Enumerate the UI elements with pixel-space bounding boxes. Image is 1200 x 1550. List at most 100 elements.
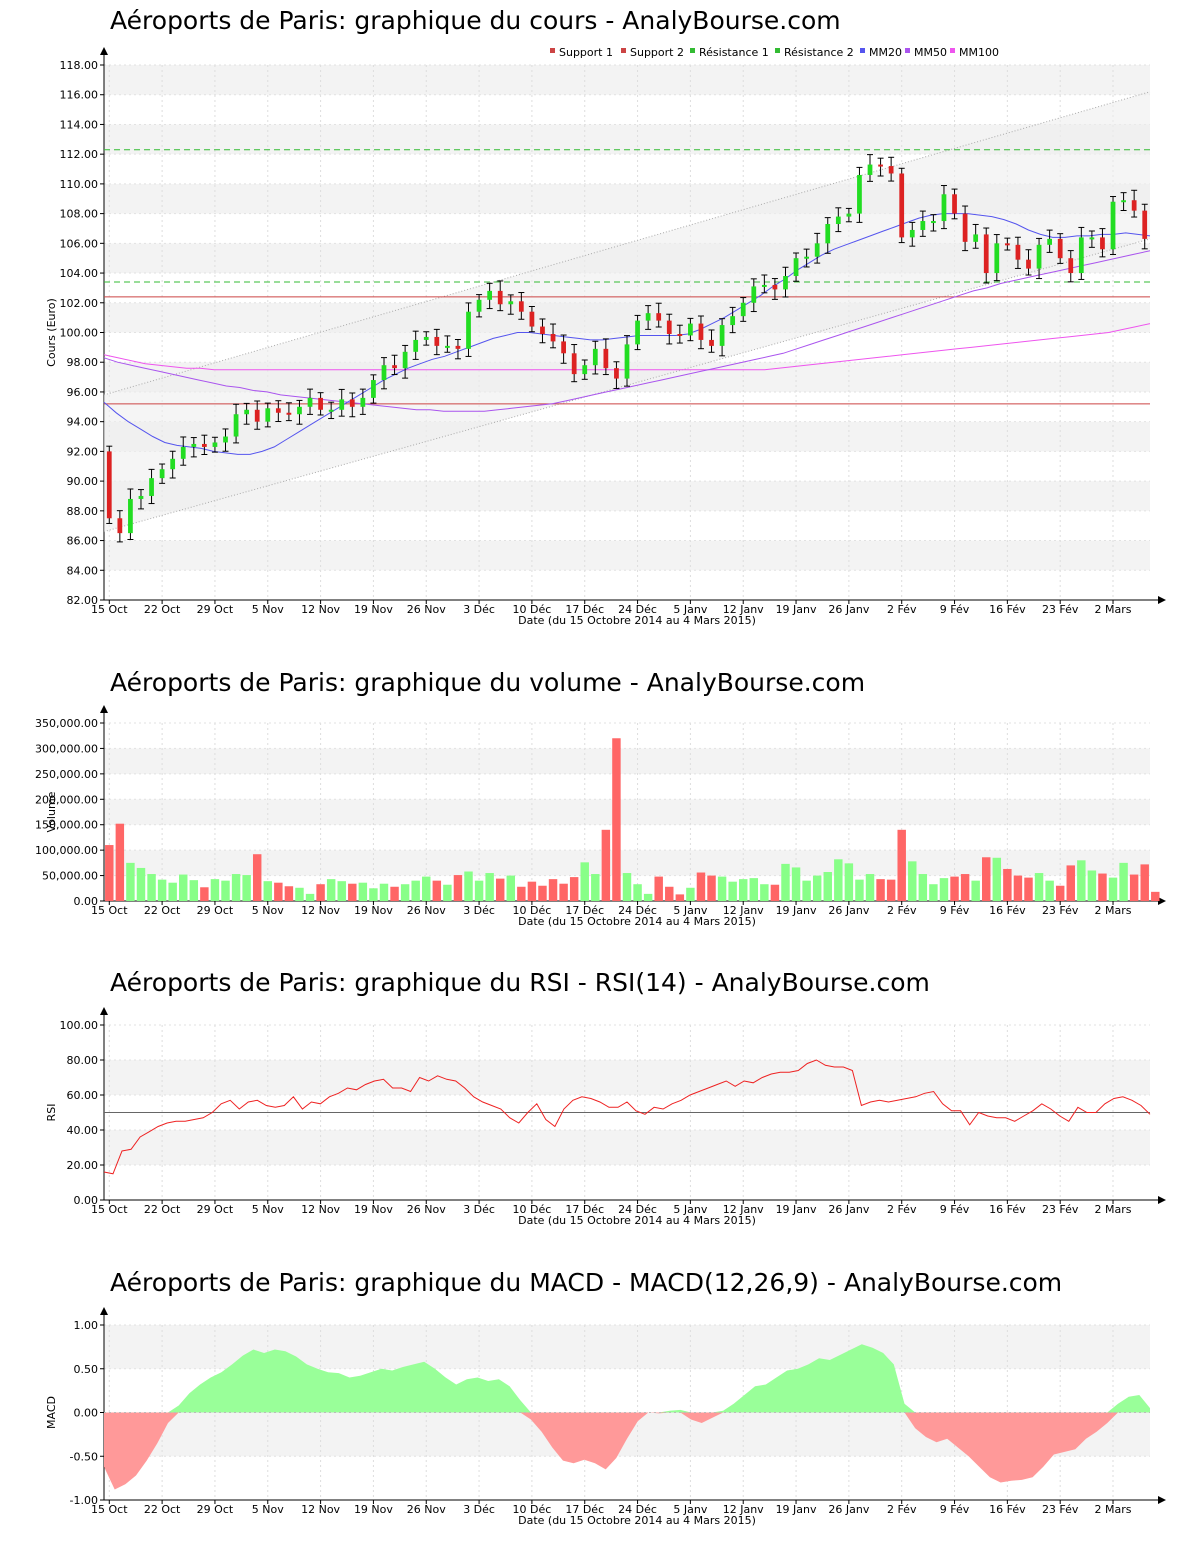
volume-xtick-label: 26 Nov xyxy=(407,904,446,917)
rsi-xtick-label: 5 Janv xyxy=(673,1203,707,1216)
volume-bar xyxy=(929,884,938,901)
candle-body xyxy=(846,213,852,217)
volume-bar xyxy=(654,876,663,901)
candle-body xyxy=(1100,237,1105,250)
candle-body xyxy=(455,345,461,349)
volume-bar xyxy=(464,871,473,901)
macd-ytick-label: 0.00 xyxy=(74,1407,99,1420)
volume-xtick-label: 19 Nov xyxy=(354,904,393,917)
candle-body xyxy=(571,353,577,375)
volume-bar xyxy=(950,876,959,901)
macd-xtick-label: 12 Nov xyxy=(301,1503,340,1516)
candle-body xyxy=(751,286,757,303)
price-xtick-label: 5 Janv xyxy=(673,603,707,616)
price-xtick-label: 22 Oct xyxy=(144,603,181,616)
price-ytick-label: 112.00 xyxy=(60,148,99,161)
candle-body xyxy=(835,216,841,225)
candle-body xyxy=(413,339,419,352)
volume-bar xyxy=(971,880,980,901)
rsi-chart-title: Aéroports de Paris: graphique du RSI - R… xyxy=(110,968,930,997)
volume-band xyxy=(104,850,1150,876)
candle-body xyxy=(740,302,746,317)
rsi-xtick-label: 22 Oct xyxy=(144,1203,181,1216)
price-xtick-label: 26 Janv xyxy=(828,603,869,616)
price-xtick-label: 3 Déc xyxy=(463,603,495,616)
volume-bar xyxy=(728,881,737,901)
volume-band xyxy=(104,824,1150,851)
candle-body xyxy=(603,348,609,369)
legend-swatch xyxy=(950,48,955,53)
macd-y-arrow xyxy=(100,1307,108,1315)
macd-xtick-label: 22 Oct xyxy=(144,1503,181,1516)
volume-xtick-label: 23 Fév xyxy=(1042,904,1079,917)
volume-bar xyxy=(643,893,653,901)
candle-body xyxy=(434,336,440,346)
volume-bar xyxy=(1034,873,1044,901)
volume-bar xyxy=(569,877,579,901)
candle-body xyxy=(1110,201,1116,250)
legend-swatch xyxy=(775,48,780,53)
rsi-ytick-label: 80.00 xyxy=(67,1054,99,1067)
price-chart-panel: Aéroports de Paris: graphique du cours -… xyxy=(0,0,1200,640)
candle-body xyxy=(561,341,566,354)
candle-body xyxy=(360,397,366,407)
candle-body xyxy=(973,234,979,242)
volume-bar xyxy=(1151,891,1160,901)
candle-body xyxy=(804,256,809,259)
volume-band xyxy=(104,723,1150,749)
volume-bar xyxy=(675,894,685,901)
candle-body xyxy=(212,442,218,447)
price-xtick-label: 24 Déc xyxy=(618,603,657,616)
candle-body xyxy=(371,380,376,398)
candle-body xyxy=(1131,200,1137,211)
legend-label-1: Support 2 xyxy=(630,46,684,59)
price-band xyxy=(104,65,1150,95)
candle-body xyxy=(983,234,989,274)
volume-bar xyxy=(601,829,611,901)
volume-bar xyxy=(1024,877,1033,901)
volume-xtick-label: 12 Nov xyxy=(301,904,340,917)
price-chart: 82.00 84.00 86.00 88.00 90.00 92.00 94.00 96.00… xyxy=(45,46,1166,627)
price-band xyxy=(104,510,1150,541)
volume-xtick-label: 26 Janv xyxy=(828,904,869,917)
candle-body xyxy=(328,409,334,412)
volume-bar xyxy=(538,885,547,901)
candle-body xyxy=(614,368,619,379)
rsi-chart: 0.00 20.00 40.00 60.00 80.00 100.00 15 Oct 22 O… xyxy=(45,1007,1166,1227)
price-y-axis-label: Cours (Euro) xyxy=(45,298,58,367)
price-ytick-label: 114.00 xyxy=(60,118,99,131)
price-ytick-label: 90.00 xyxy=(67,475,99,488)
volume-bar xyxy=(781,863,790,901)
macd-x-arrow xyxy=(1158,1496,1166,1504)
legend-label-4: MM20 xyxy=(869,46,902,59)
candle-body xyxy=(867,164,873,175)
legend-label-3: Résistance 2 xyxy=(784,46,854,59)
volume-bar xyxy=(760,884,769,901)
candle-body xyxy=(540,326,545,334)
volume-bar xyxy=(633,884,642,901)
rsi-band xyxy=(104,1060,1150,1095)
candle-body xyxy=(138,495,144,499)
candle-body xyxy=(339,399,345,410)
candle-body xyxy=(1078,237,1084,274)
macd-xtick-label: 2 Fév xyxy=(887,1503,917,1516)
price-xtick-label: 19 Nov xyxy=(354,603,393,616)
candle-body xyxy=(233,414,239,437)
price-channel xyxy=(104,91,1150,532)
volume-bar xyxy=(855,879,864,901)
volume-xtick-label: 3 Déc xyxy=(463,904,495,917)
volume-bar xyxy=(939,878,949,901)
volume-bar xyxy=(517,886,526,901)
candle-body xyxy=(1015,244,1021,260)
candle-body xyxy=(1089,237,1095,240)
macd-xtick-label: 24 Déc xyxy=(618,1503,657,1516)
candle-body xyxy=(761,284,767,287)
price-xtick-label: 19 Janv xyxy=(776,603,817,616)
volume-x-axis-label: Date (du 15 Octobre 2014 au 4 Mars 2015) xyxy=(518,915,756,928)
volume-xtick-label: 15 Oct xyxy=(91,904,128,917)
candle-body xyxy=(286,412,292,415)
rsi-chart-panel: Aéroports de Paris: graphique du RSI - R… xyxy=(0,962,1200,1242)
volume-bar xyxy=(1013,875,1023,901)
candle-body xyxy=(265,408,271,422)
legend-swatch xyxy=(860,48,865,53)
